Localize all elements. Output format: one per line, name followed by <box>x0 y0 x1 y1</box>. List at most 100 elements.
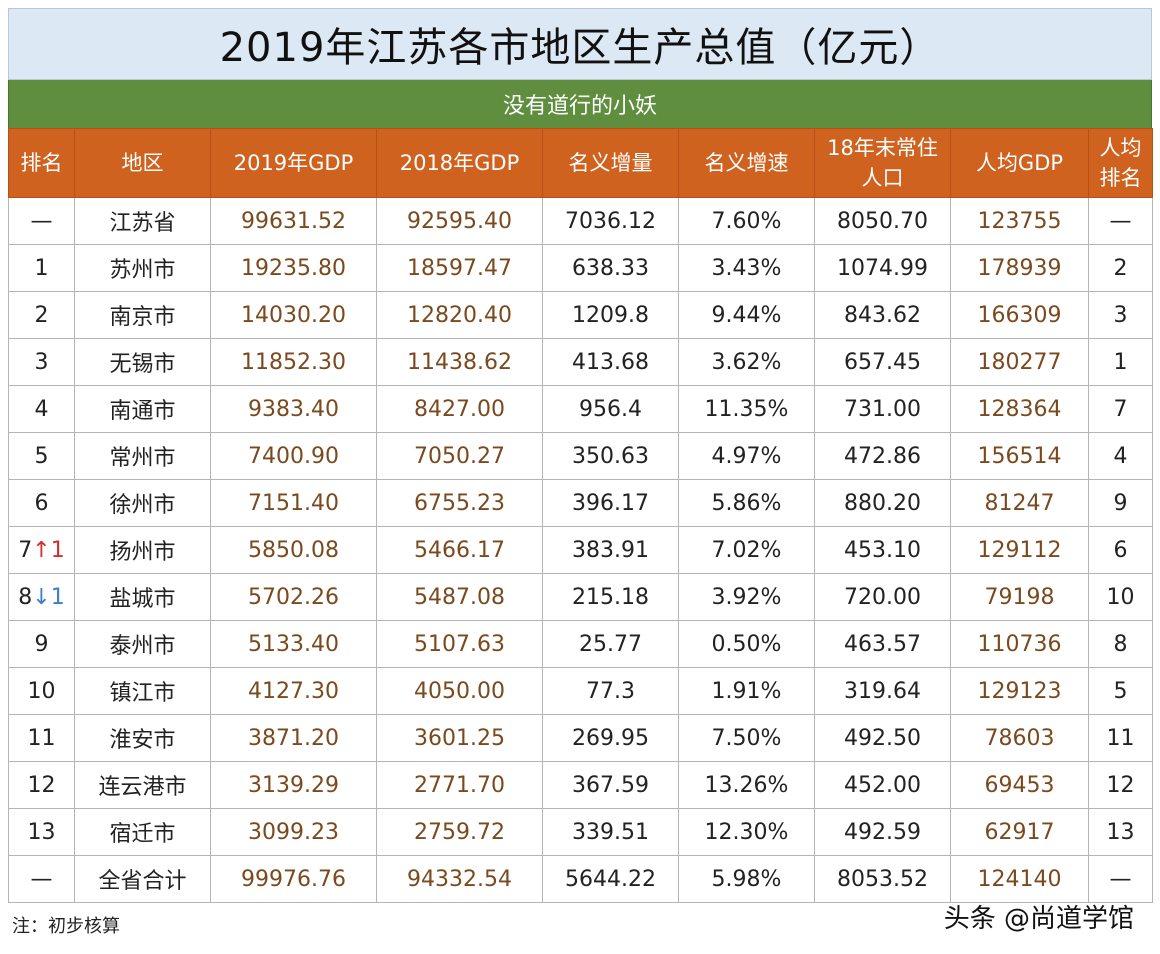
gdp-2018-cell: 11438.62 <box>376 338 543 386</box>
per-capita-cell: 178939 <box>950 244 1089 292</box>
region-cell: 泰州市 <box>74 620 211 668</box>
growth-cell: 13.26% <box>678 761 815 809</box>
gdp-2018-cell: 2771.70 <box>376 761 543 809</box>
increase-cell: 638.33 <box>542 244 679 292</box>
gdp-2019-cell: 9383.40 <box>210 385 377 433</box>
rank-cell: 2 <box>8 291 75 339</box>
population-cell: 463.57 <box>814 620 951 668</box>
rank-value: 9 <box>34 631 49 657</box>
gdp-2019-cell: 3099.23 <box>210 808 377 856</box>
rank-value: 1 <box>34 255 49 281</box>
per-capita-cell: 124140 <box>950 855 1089 903</box>
table-body: — 江苏省 99631.52 92595.40 7036.12 7.60% 8050.70 1… <box>8 197 1153 903</box>
population-cell: 8050.70 <box>814 197 951 245</box>
population-cell: 731.00 <box>814 385 951 433</box>
increase-cell: 5644.22 <box>542 855 679 903</box>
gdp-2019-cell: 3139.29 <box>210 761 377 809</box>
rank-cell: 6 <box>8 479 75 527</box>
per-capita-rank-cell: 13 <box>1088 808 1153 856</box>
region-cell: 淮安市 <box>74 714 211 762</box>
gdp-2019-cell: 3871.20 <box>210 714 377 762</box>
region-cell: 无锡市 <box>74 338 211 386</box>
increase-cell: 7036.12 <box>542 197 679 245</box>
rank-cell: — <box>8 855 75 903</box>
header-rank: 排名 <box>8 128 75 198</box>
rank-value: 7 <box>18 537 33 563</box>
population-cell: 472.86 <box>814 432 951 480</box>
header-pc-rank-line2: 排名 <box>1099 166 1142 190</box>
growth-cell: 3.62% <box>678 338 815 386</box>
growth-cell: 7.60% <box>678 197 815 245</box>
header-per-capita: 人均GDP <box>950 128 1089 198</box>
rank-value: 12 <box>27 772 56 798</box>
per-capita-rank-cell: 10 <box>1088 573 1153 621</box>
increase-cell: 383.91 <box>542 526 679 574</box>
per-capita-rank-cell: 5 <box>1088 667 1153 715</box>
population-cell: 492.50 <box>814 714 951 762</box>
rank-cell: 13 <box>8 808 75 856</box>
population-cell: 319.64 <box>814 667 951 715</box>
increase-cell: 25.77 <box>542 620 679 668</box>
table-row: 6 徐州市 7151.40 6755.23 396.17 5.86% 880.20 81247… <box>8 479 1153 527</box>
per-capita-cell: 156514 <box>950 432 1089 480</box>
gdp-2018-cell: 5466.17 <box>376 526 543 574</box>
per-capita-rank-cell: 11 <box>1088 714 1153 762</box>
population-cell: 657.45 <box>814 338 951 386</box>
rank-value: 13 <box>27 819 56 845</box>
rank-cell: 11 <box>8 714 75 762</box>
region-cell: 镇江市 <box>74 667 211 715</box>
gdp-table-document: 2019年江苏各市地区生产总值（亿元） 没有道行的小妖 排名 地区 2019年G… <box>8 8 1153 903</box>
rank-cell: 3 <box>8 338 75 386</box>
increase-cell: 215.18 <box>542 573 679 621</box>
increase-cell: 339.51 <box>542 808 679 856</box>
per-capita-cell: 69453 <box>950 761 1089 809</box>
rank-value: 8 <box>18 584 33 610</box>
rank-cell: 7↑1 <box>8 526 75 574</box>
gdp-2018-cell: 6755.23 <box>376 479 543 527</box>
rank-cell: 1 <box>8 244 75 292</box>
footnote: 注：初步核算 <box>12 916 120 937</box>
region-cell: 南京市 <box>74 291 211 339</box>
growth-cell: 7.50% <box>678 714 815 762</box>
per-capita-cell: 166309 <box>950 291 1089 339</box>
growth-cell: 7.02% <box>678 526 815 574</box>
header-population-line1: 18年末常住 <box>827 136 938 160</box>
table-row: 12 连云港市 3139.29 2771.70 367.59 13.26% 452.00 69… <box>8 761 1153 809</box>
region-cell: 宿迁市 <box>74 808 211 856</box>
gdp-2019-cell: 7400.90 <box>210 432 377 480</box>
header-pc-rank-line1: 人均 <box>1099 136 1142 160</box>
growth-cell: 12.30% <box>678 808 815 856</box>
per-capita-cell: 123755 <box>950 197 1089 245</box>
table-row: 3 无锡市 11852.30 11438.62 413.68 3.62% 657.45 180… <box>8 338 1153 386</box>
rank-value: 3 <box>34 349 49 375</box>
rank-value: 5 <box>34 443 49 469</box>
gdp-2018-cell: 2759.72 <box>376 808 543 856</box>
per-capita-rank-cell: — <box>1088 855 1153 903</box>
gdp-2019-cell: 4127.30 <box>210 667 377 715</box>
rank-cell: 5 <box>8 432 75 480</box>
gdp-2019-cell: 5702.26 <box>210 573 377 621</box>
gdp-2018-cell: 92595.40 <box>376 197 543 245</box>
per-capita-rank-cell: 9 <box>1088 479 1153 527</box>
rank-value: 11 <box>27 725 56 751</box>
gdp-2018-cell: 8427.00 <box>376 385 543 433</box>
gdp-2019-cell: 19235.80 <box>210 244 377 292</box>
per-capita-rank-cell: 1 <box>1088 338 1153 386</box>
rank-change-value: 1 <box>50 537 65 563</box>
growth-cell: 5.86% <box>678 479 815 527</box>
population-cell: 880.20 <box>814 479 951 527</box>
per-capita-cell: 62917 <box>950 808 1089 856</box>
header-gdp-2018: 2018年GDP <box>376 128 543 198</box>
rank-value: 10 <box>27 678 56 704</box>
gdp-2019-cell: 99631.52 <box>210 197 377 245</box>
gdp-2018-cell: 94332.54 <box>376 855 543 903</box>
per-capita-cell: 129123 <box>950 667 1089 715</box>
table-row: 2 南京市 14030.20 12820.40 1209.8 9.44% 843.62 166… <box>8 291 1153 339</box>
growth-cell: 5.98% <box>678 855 815 903</box>
per-capita-rank-cell: 7 <box>1088 385 1153 433</box>
increase-cell: 269.95 <box>542 714 679 762</box>
per-capita-rank-cell: 8 <box>1088 620 1153 668</box>
rank-value: 4 <box>34 396 49 422</box>
table-row: — 全省合计 99976.76 94332.54 5644.22 5.98% 8053.52… <box>8 855 1153 903</box>
gdp-2018-cell: 4050.00 <box>376 667 543 715</box>
